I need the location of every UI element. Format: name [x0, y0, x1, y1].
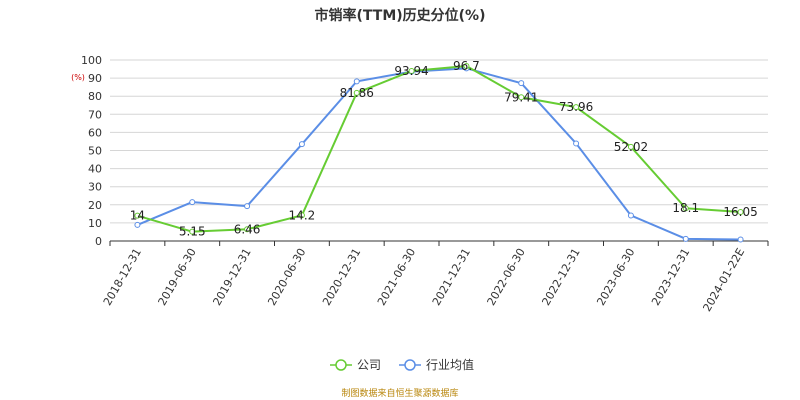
x-tick-label: 2022-06-30	[485, 246, 528, 308]
data-point	[737, 236, 744, 243]
data-label: 14.2	[289, 208, 316, 222]
data-label: 6.46	[234, 222, 261, 236]
x-tick-label: 2020-06-30	[265, 246, 308, 308]
x-tick-label: 2024-01-22E	[700, 246, 747, 314]
y-axis-unit: (%)	[71, 73, 85, 82]
y-tick-label: 10	[88, 217, 102, 230]
data-point	[408, 67, 415, 74]
data-point	[353, 78, 360, 85]
legend: 公司 行业均值	[330, 357, 474, 372]
legend-marker	[335, 359, 347, 371]
data-point	[518, 94, 525, 101]
y-tick-label: 20	[88, 199, 102, 212]
y-tick-label: 50	[88, 145, 102, 158]
y-tick-label: 70	[88, 108, 102, 121]
x-tick-label: 2021-12-31	[430, 246, 473, 308]
legend-marker	[404, 359, 416, 371]
x-tick-label: 2023-06-30	[594, 246, 637, 308]
data-label: 93.94	[394, 64, 428, 78]
x-tick-label: 2021-06-30	[375, 246, 418, 308]
x-tick-label: 2022-12-31	[539, 246, 582, 308]
data-point	[573, 104, 580, 111]
data-point	[189, 199, 196, 206]
data-point	[353, 89, 360, 96]
data-point	[627, 212, 634, 219]
data-label: 18.1	[672, 201, 699, 215]
data-point	[463, 62, 470, 69]
y-tick-label: 40	[88, 163, 102, 176]
x-tick-label: 2023-12-31	[649, 246, 692, 308]
y-tick-label: 60	[88, 126, 102, 139]
data-point	[189, 228, 196, 235]
data-point	[298, 141, 305, 148]
data-point	[244, 203, 251, 210]
y-tick-label: 0	[95, 235, 102, 248]
data-label: 14	[130, 209, 145, 223]
data-label: 79.41	[504, 90, 538, 104]
source-note: 制图数据来自恒生聚源数据库	[341, 387, 458, 399]
y-tick-label: 30	[88, 181, 102, 194]
legend-label: 行业均值	[426, 357, 474, 372]
x-tick-label: 2018-12-31	[101, 246, 144, 308]
x-tick-label: 2020-12-31	[320, 246, 363, 308]
data-label: 96.7	[453, 59, 480, 73]
data-point	[134, 212, 141, 219]
data-point	[627, 143, 634, 150]
data-point	[298, 212, 305, 219]
grid	[110, 59, 768, 224]
data-label: 5.15	[179, 225, 206, 239]
series-line	[137, 64, 741, 233]
data-label: 16.05	[723, 205, 757, 219]
y-tick-label: 80	[88, 90, 102, 103]
series-line	[137, 67, 741, 241]
data-label: 52.02	[614, 140, 648, 154]
legend-label: 公司	[357, 358, 381, 372]
y-tick-label: 90	[88, 72, 102, 85]
data-point	[682, 235, 689, 242]
data-point	[134, 221, 141, 228]
data-point	[518, 80, 525, 87]
x-tick-label: 2019-06-30	[156, 246, 199, 308]
chart-title: 市销率(TTM)历史分位(%)	[315, 7, 486, 24]
x-axis: 2018-12-31 2019-06-30 2019-12-31 2020-06-30…	[101, 240, 769, 314]
data-point	[682, 205, 689, 212]
y-axis: 0 10 20 30 40 50 60 70 80 90 100	[81, 54, 102, 248]
x-tick-label: 2019-12-31	[210, 246, 253, 308]
data-labels: 14 5.15 6.46 14.2 81.86 93.94 96.7 79.41 73.96 52…	[130, 59, 758, 239]
data-point	[573, 140, 580, 147]
series-layer	[134, 62, 744, 243]
data-point	[244, 226, 251, 233]
y-tick-label: 100	[81, 54, 102, 67]
data-point	[737, 208, 744, 215]
data-label: 81.86	[340, 86, 374, 100]
data-label: 73.96	[559, 100, 593, 114]
